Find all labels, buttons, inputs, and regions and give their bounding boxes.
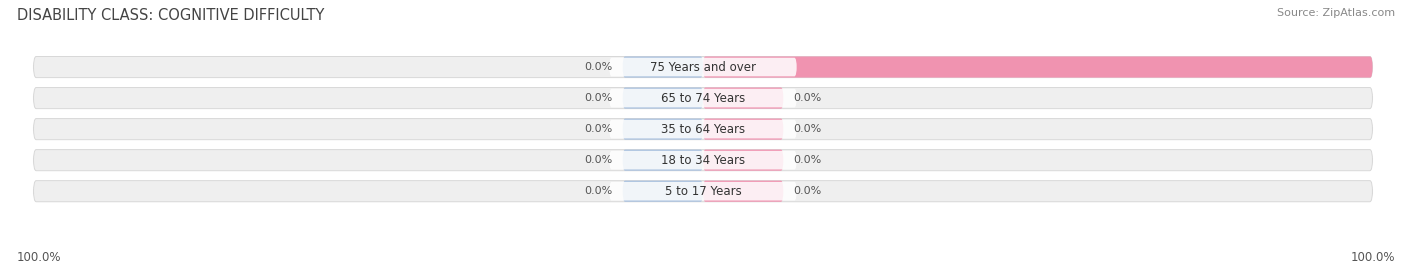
FancyBboxPatch shape <box>34 150 1372 171</box>
Text: 100.0%: 100.0% <box>1350 251 1395 264</box>
Text: 100.0%: 100.0% <box>1382 62 1406 72</box>
Text: 0.0%: 0.0% <box>793 93 821 103</box>
FancyBboxPatch shape <box>703 119 783 140</box>
FancyBboxPatch shape <box>34 56 1372 77</box>
Text: Source: ZipAtlas.com: Source: ZipAtlas.com <box>1277 8 1395 18</box>
Text: 35 to 64 Years: 35 to 64 Years <box>661 123 745 136</box>
FancyBboxPatch shape <box>623 119 703 140</box>
FancyBboxPatch shape <box>34 87 1372 109</box>
FancyBboxPatch shape <box>609 120 797 139</box>
FancyBboxPatch shape <box>609 182 797 200</box>
Text: 0.0%: 0.0% <box>793 186 821 196</box>
FancyBboxPatch shape <box>609 58 797 76</box>
FancyBboxPatch shape <box>703 150 783 171</box>
FancyBboxPatch shape <box>623 181 703 202</box>
Text: 0.0%: 0.0% <box>793 124 821 134</box>
Text: 18 to 34 Years: 18 to 34 Years <box>661 154 745 167</box>
Text: 65 to 74 Years: 65 to 74 Years <box>661 91 745 105</box>
Text: 100.0%: 100.0% <box>17 251 62 264</box>
FancyBboxPatch shape <box>609 89 797 107</box>
FancyBboxPatch shape <box>34 181 1372 202</box>
Text: 5 to 17 Years: 5 to 17 Years <box>665 185 741 198</box>
FancyBboxPatch shape <box>703 87 783 109</box>
FancyBboxPatch shape <box>623 87 703 109</box>
FancyBboxPatch shape <box>609 151 797 169</box>
Text: 0.0%: 0.0% <box>585 155 613 165</box>
Text: 75 Years and over: 75 Years and over <box>650 61 756 73</box>
Text: 0.0%: 0.0% <box>585 62 613 72</box>
FancyBboxPatch shape <box>703 56 1372 77</box>
FancyBboxPatch shape <box>623 150 703 171</box>
Text: 0.0%: 0.0% <box>585 93 613 103</box>
Text: 0.0%: 0.0% <box>585 186 613 196</box>
Text: 0.0%: 0.0% <box>585 124 613 134</box>
Text: DISABILITY CLASS: COGNITIVE DIFFICULTY: DISABILITY CLASS: COGNITIVE DIFFICULTY <box>17 8 325 23</box>
Text: 0.0%: 0.0% <box>793 155 821 165</box>
FancyBboxPatch shape <box>623 56 703 77</box>
FancyBboxPatch shape <box>703 181 783 202</box>
FancyBboxPatch shape <box>34 119 1372 140</box>
